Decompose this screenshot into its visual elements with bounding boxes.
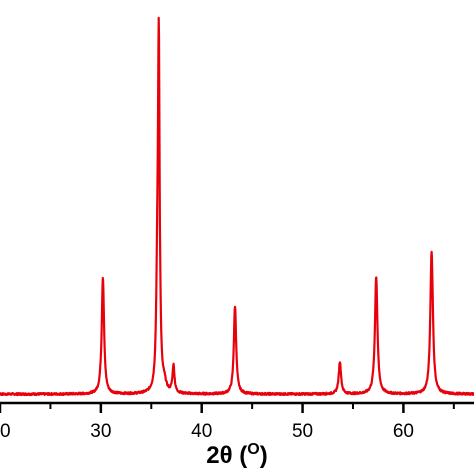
x-tick-label: 40: [191, 421, 212, 442]
series-line: [0, 16, 474, 397]
x-tick-label: 20: [0, 421, 11, 442]
x-tick-label: 60: [393, 421, 414, 442]
x-tick-label: 50: [292, 421, 313, 442]
x-tick-label: 30: [90, 421, 111, 442]
x-axis-label: 2θ (O): [206, 441, 268, 469]
tick-layer: 20 30 40 50 60: [0, 403, 455, 442]
series-layer: [0, 16, 474, 397]
